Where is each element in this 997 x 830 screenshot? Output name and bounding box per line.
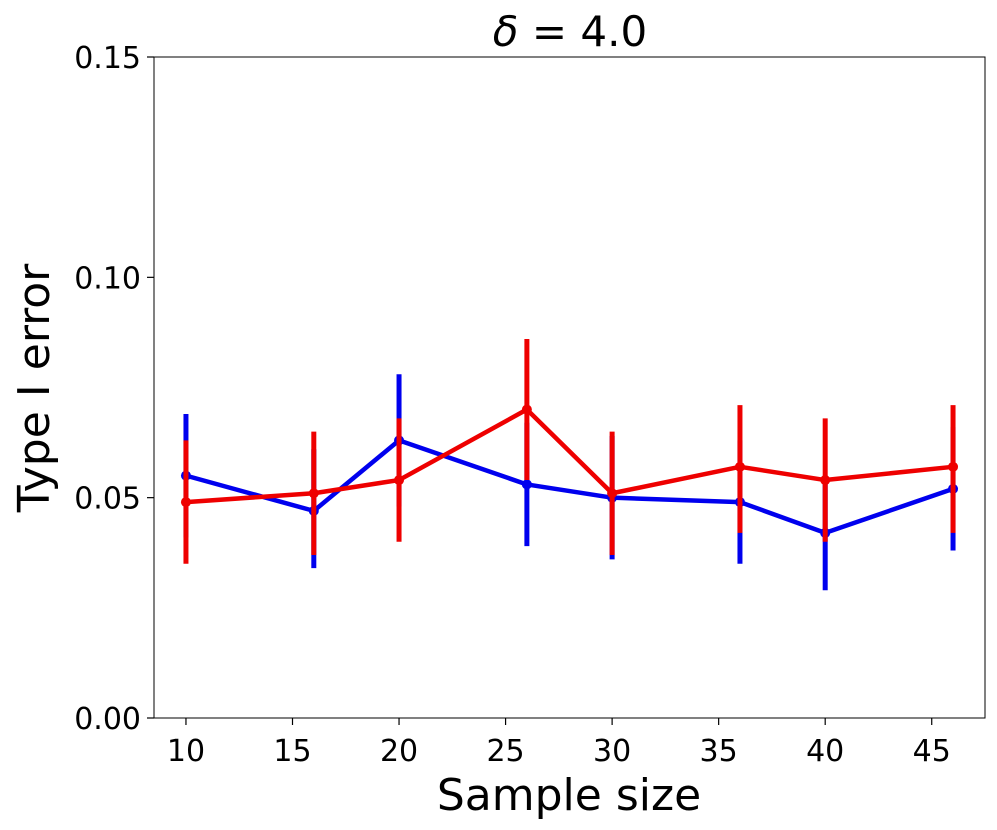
y-axis-label: Type I error <box>9 263 60 513</box>
y-tick-label: 0.00 <box>74 702 141 737</box>
y-tick-label: 0.15 <box>74 41 141 76</box>
data-point <box>607 488 618 499</box>
y-tick-label: 0.10 <box>74 261 141 296</box>
data-point <box>734 461 745 472</box>
x-tick-label: 25 <box>486 734 524 769</box>
x-tick-label: 40 <box>806 734 844 769</box>
axis-layer: 10 15 20 25 30 35 40 45 0.00 0.05 0.10 0.15 <box>74 41 951 769</box>
title-symbol: δ <box>493 7 519 56</box>
series-blue <box>180 374 959 591</box>
x-tick-label: 30 <box>593 734 631 769</box>
x-tick-label: 20 <box>380 734 418 769</box>
x-tick-label: 15 <box>273 734 311 769</box>
y-tick-label: 0.05 <box>74 482 141 517</box>
x-tick-label: 35 <box>700 734 738 769</box>
chart-title: δ = 4.0 <box>493 7 647 56</box>
series-line <box>183 407 956 505</box>
x-tick-label: 10 <box>167 734 205 769</box>
x-axis-label: Sample size <box>437 770 701 821</box>
data-point <box>180 497 191 508</box>
data-point <box>521 479 532 490</box>
x-tick-label: 45 <box>913 734 951 769</box>
plot-frame <box>153 56 986 719</box>
data-point <box>521 404 532 415</box>
data-point <box>820 475 831 486</box>
data-point <box>948 461 959 472</box>
series-red <box>180 339 959 564</box>
plot-layer <box>180 339 959 591</box>
data-point <box>394 475 405 486</box>
data-point <box>308 488 319 499</box>
series-line <box>183 438 956 536</box>
title-rest: = 4.0 <box>519 7 648 56</box>
